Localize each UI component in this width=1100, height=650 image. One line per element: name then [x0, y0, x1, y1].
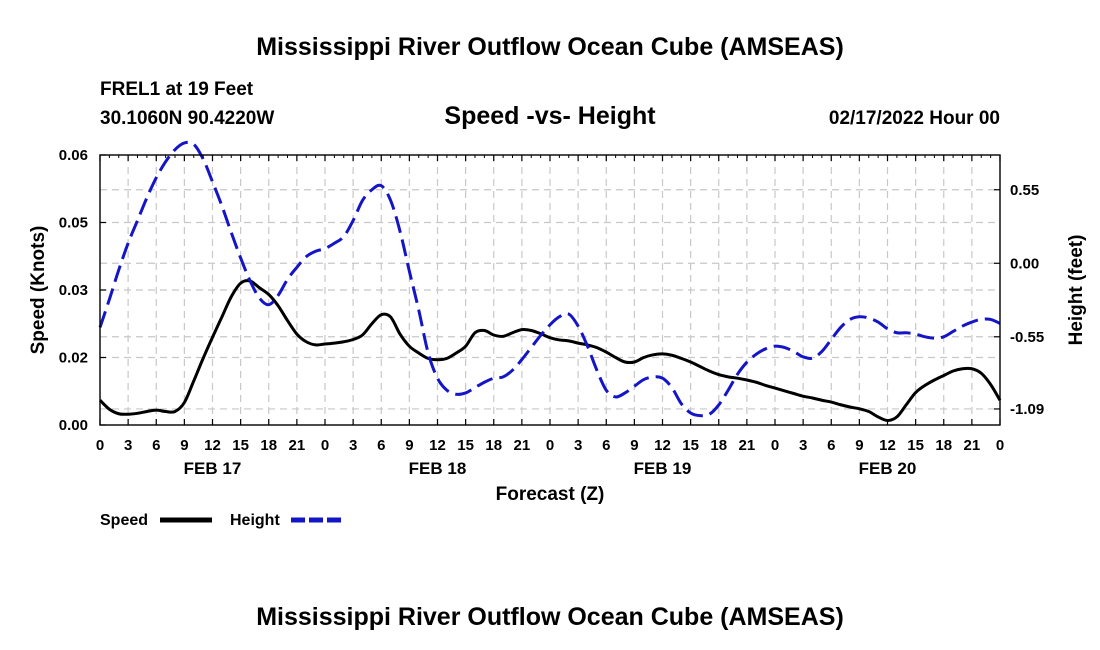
x-tick-label: 12: [429, 437, 446, 454]
y-tick-label-left: 0.02: [59, 350, 88, 367]
x-tick-label: 15: [682, 437, 699, 454]
chart-title: Mississippi River Outflow Ocean Cube (AM…: [256, 33, 844, 61]
date-label: FEB 19: [634, 459, 692, 478]
axis-ticks: 0 3 6 9 12 15 18 21 0 3 6 9 12 15 18 21 0 3 6 9 12 15 18 21 0 3 6 9…: [59, 147, 1044, 478]
x-tick-label: 18: [935, 437, 952, 454]
series-line-height: [98, 140, 1001, 418]
date-label: 02/17/2022 Hour 00: [829, 108, 1000, 129]
x-tick-label: 15: [907, 437, 924, 454]
x-axis-label: Forecast (Z): [496, 484, 605, 505]
y-tick-label-right: -0.55: [1010, 329, 1044, 346]
date-label: FEB 20: [859, 459, 917, 478]
x-tick-label: 6: [827, 437, 835, 454]
x-tick-label: 0: [96, 437, 104, 454]
x-tick-label: 18: [260, 437, 277, 454]
x-tick-label: 12: [204, 437, 221, 454]
x-tick-label: 3: [574, 437, 582, 454]
date-label: FEB 18: [409, 459, 467, 478]
x-tick-label: 9: [180, 437, 188, 454]
x-tick-label: 9: [405, 437, 413, 454]
x-tick-label: 0: [321, 437, 329, 454]
y-axis-label-left: Speed (Knots): [28, 226, 49, 355]
y-tick-label-left: 0.03: [59, 282, 88, 299]
y-tick-label-right: 0.00: [1010, 255, 1039, 272]
x-tick-label: 12: [879, 437, 896, 454]
x-tick-label: 6: [377, 437, 385, 454]
x-tick-label: 15: [232, 437, 249, 454]
x-tick-label: 18: [485, 437, 502, 454]
x-tick-label: 6: [152, 437, 160, 454]
chart-subtitle: Speed -vs- Height: [444, 102, 656, 130]
y-tick-label-left: 0.00: [59, 417, 88, 434]
x-tick-label: 9: [855, 437, 863, 454]
x-tick-label: 12: [654, 437, 671, 454]
x-tick-label: 18: [710, 437, 727, 454]
legend: Speed Height: [100, 512, 343, 529]
x-tick-label: 9: [630, 437, 638, 454]
y-tick-label-left: 0.06: [59, 147, 88, 164]
station-label: FREL1 at 19 Feet: [100, 79, 254, 100]
x-tick-label: 3: [124, 437, 132, 454]
x-tick-label: 0: [996, 437, 1004, 454]
location-label: 30.1060N 90.4220W: [100, 108, 274, 129]
grid: [100, 155, 1000, 425]
y-tick-label-left: 0.05: [59, 215, 88, 232]
x-tick-label: 3: [799, 437, 807, 454]
x-tick-label: 21: [514, 437, 531, 454]
x-tick-label: 0: [546, 437, 554, 454]
x-tick-label: 15: [457, 437, 474, 454]
x-tick-label: 3: [349, 437, 357, 454]
x-tick-label: 6: [602, 437, 610, 454]
date-label: FEB 17: [184, 459, 242, 478]
legend-speed-label: Speed: [100, 512, 148, 529]
x-tick-label: 0: [771, 437, 779, 454]
series-layer: [98, 140, 1002, 422]
x-tick-label: 21: [964, 437, 981, 454]
y-tick-label-right: 0.55: [1010, 182, 1039, 199]
x-tick-label: 21: [289, 437, 306, 454]
y-axis-label-right: Height (feet): [1066, 235, 1087, 346]
y-tick-label-right: -1.09: [1010, 401, 1044, 418]
footer-title: Mississippi River Outflow Ocean Cube (AM…: [256, 603, 844, 631]
legend-height-label: Height: [230, 512, 280, 529]
x-tick-label: 21: [739, 437, 756, 454]
